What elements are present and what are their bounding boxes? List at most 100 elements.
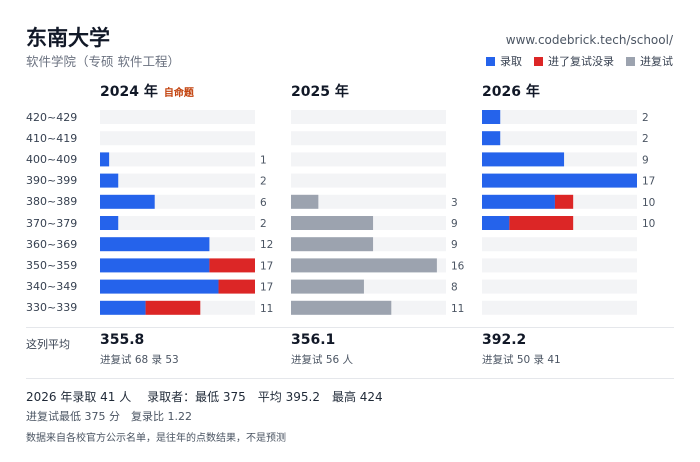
bar-interview	[291, 194, 319, 209]
bar-total-label: 11	[260, 303, 273, 315]
score-range-label: 330~339	[26, 301, 78, 315]
bar-total-label: 3	[451, 197, 458, 209]
bar-total-label: 2	[260, 176, 267, 188]
bar-not-admitted	[554, 194, 574, 209]
bar-interview	[291, 258, 437, 273]
bar-track	[291, 194, 446, 209]
bar-total-label: 1	[260, 154, 267, 166]
bar-interview	[291, 300, 392, 315]
bar-total-label: 10	[642, 218, 655, 230]
bar-admitted	[482, 152, 565, 167]
bar-track	[291, 152, 446, 167]
year-label-2025: 2025 年	[291, 84, 349, 100]
score-range-label: 350~359	[26, 258, 78, 272]
bar-admitted	[100, 237, 210, 252]
bar-admitted	[100, 173, 119, 188]
bar-track	[482, 237, 637, 252]
divider-bottom	[26, 378, 674, 379]
bar-total-label: 9	[451, 239, 458, 251]
bar-admitted	[482, 173, 637, 188]
legend-label-not-admitted: 进了复试没录	[548, 55, 614, 68]
bar-total-label: 11	[451, 303, 464, 315]
source-url[interactable]: www.codebrick.tech/school/	[505, 33, 673, 47]
legend-label-admitted: 录取	[500, 55, 522, 68]
score-range-label: 400~409	[26, 152, 78, 166]
bar-total-label: 17	[642, 176, 655, 188]
bar-total-label: 2	[642, 112, 649, 124]
bar-track	[482, 258, 637, 273]
self-set-exam-tag: 自命题	[163, 88, 194, 99]
avg-row-label: 这列平均	[26, 338, 70, 351]
bar-total-label: 6	[260, 197, 267, 209]
legend-label-interview: 进复试	[640, 55, 673, 68]
year-heading-2024: 2024 年自命题	[100, 81, 194, 101]
chart-legend: 录取 进了复试没录 进复试	[486, 53, 673, 69]
bar-admitted	[482, 110, 501, 124]
bar-total-label: 2	[260, 218, 267, 230]
data-source-note: 数据来自各校官方公示名单，是往年的点数结果，不是预测	[26, 433, 286, 444]
bar-interview	[291, 237, 374, 252]
legend-swatch-interview	[626, 56, 635, 66]
avg-detail-2025: 进复试 56 人	[291, 354, 354, 366]
bar-track	[100, 110, 255, 124]
bar-total-label: 8	[451, 282, 458, 294]
bar-interview	[291, 216, 374, 230]
bar-admitted	[100, 194, 155, 209]
bar-track	[100, 152, 255, 167]
avg-detail-2024: 进复试 68 录 53	[100, 354, 179, 366]
bar-track	[291, 110, 446, 124]
bar-not-admitted	[209, 258, 255, 273]
avg-value-2026: 392.2	[482, 332, 527, 348]
year-label-2024: 2024 年	[100, 84, 158, 100]
year-heading-2025: 2025 年	[291, 81, 349, 101]
bar-track	[482, 300, 637, 315]
bar-admitted	[100, 216, 119, 230]
avg-detail-2026: 进复试 50 录 41	[482, 354, 561, 366]
page-subtitle: 软件学院（专硕 软件工程）	[26, 54, 180, 69]
legend-swatch-admitted	[486, 56, 495, 66]
score-range-label: 340~349	[26, 280, 78, 294]
bar-total-label: 17	[260, 260, 273, 272]
bar-track	[291, 131, 446, 146]
bar-track	[482, 131, 637, 146]
bar-total-label: 17	[260, 282, 273, 294]
bar-total-label: 9	[642, 154, 649, 166]
bar-total-label: 9	[451, 218, 458, 230]
bar-admitted	[482, 216, 510, 230]
bar-admitted	[100, 152, 110, 167]
bar-total-label: 2	[642, 133, 649, 145]
avg-value-2025: 356.1	[291, 332, 336, 348]
summary-line-1: 2026 年录取 41 人 录取者：最低 375 平均 395.2 最高 424	[26, 390, 383, 404]
divider-top	[26, 327, 674, 328]
page-title: 东南大学	[26, 26, 110, 50]
score-range-label: 360~369	[26, 237, 78, 251]
bar-total-label: 16	[451, 260, 465, 272]
legend-item-interview: 进复试	[626, 53, 673, 69]
score-range-label: 410~419	[26, 131, 78, 145]
legend-item-not-admitted: 进了复试没录	[534, 53, 614, 69]
bar-admitted	[100, 279, 219, 294]
bar-total-label: 10	[642, 197, 655, 209]
bar-track	[482, 110, 637, 124]
bar-not-admitted	[145, 300, 201, 315]
bar-track	[100, 216, 255, 230]
bar-track	[291, 173, 446, 188]
year-label-2026: 2026 年	[482, 84, 540, 100]
score-range-label: 390~399	[26, 174, 78, 188]
bar-total-label: 12	[260, 239, 273, 251]
bar-not-admitted	[509, 216, 574, 230]
bar-admitted	[482, 131, 501, 146]
bar-track	[100, 173, 255, 188]
summary-line-2: 进复试最低 375 分 复录比 1.22	[26, 410, 192, 423]
score-range-label: 380~389	[26, 195, 78, 209]
bar-track	[482, 279, 637, 294]
bar-admitted	[482, 194, 555, 209]
bar-not-admitted	[218, 279, 255, 294]
score-range-label: 420~429	[26, 110, 78, 124]
legend-swatch-not-admitted	[534, 56, 543, 66]
bar-interview	[291, 279, 364, 294]
bar-admitted	[100, 300, 146, 315]
bar-track	[100, 131, 255, 146]
legend-item-admitted: 录取	[486, 53, 522, 69]
